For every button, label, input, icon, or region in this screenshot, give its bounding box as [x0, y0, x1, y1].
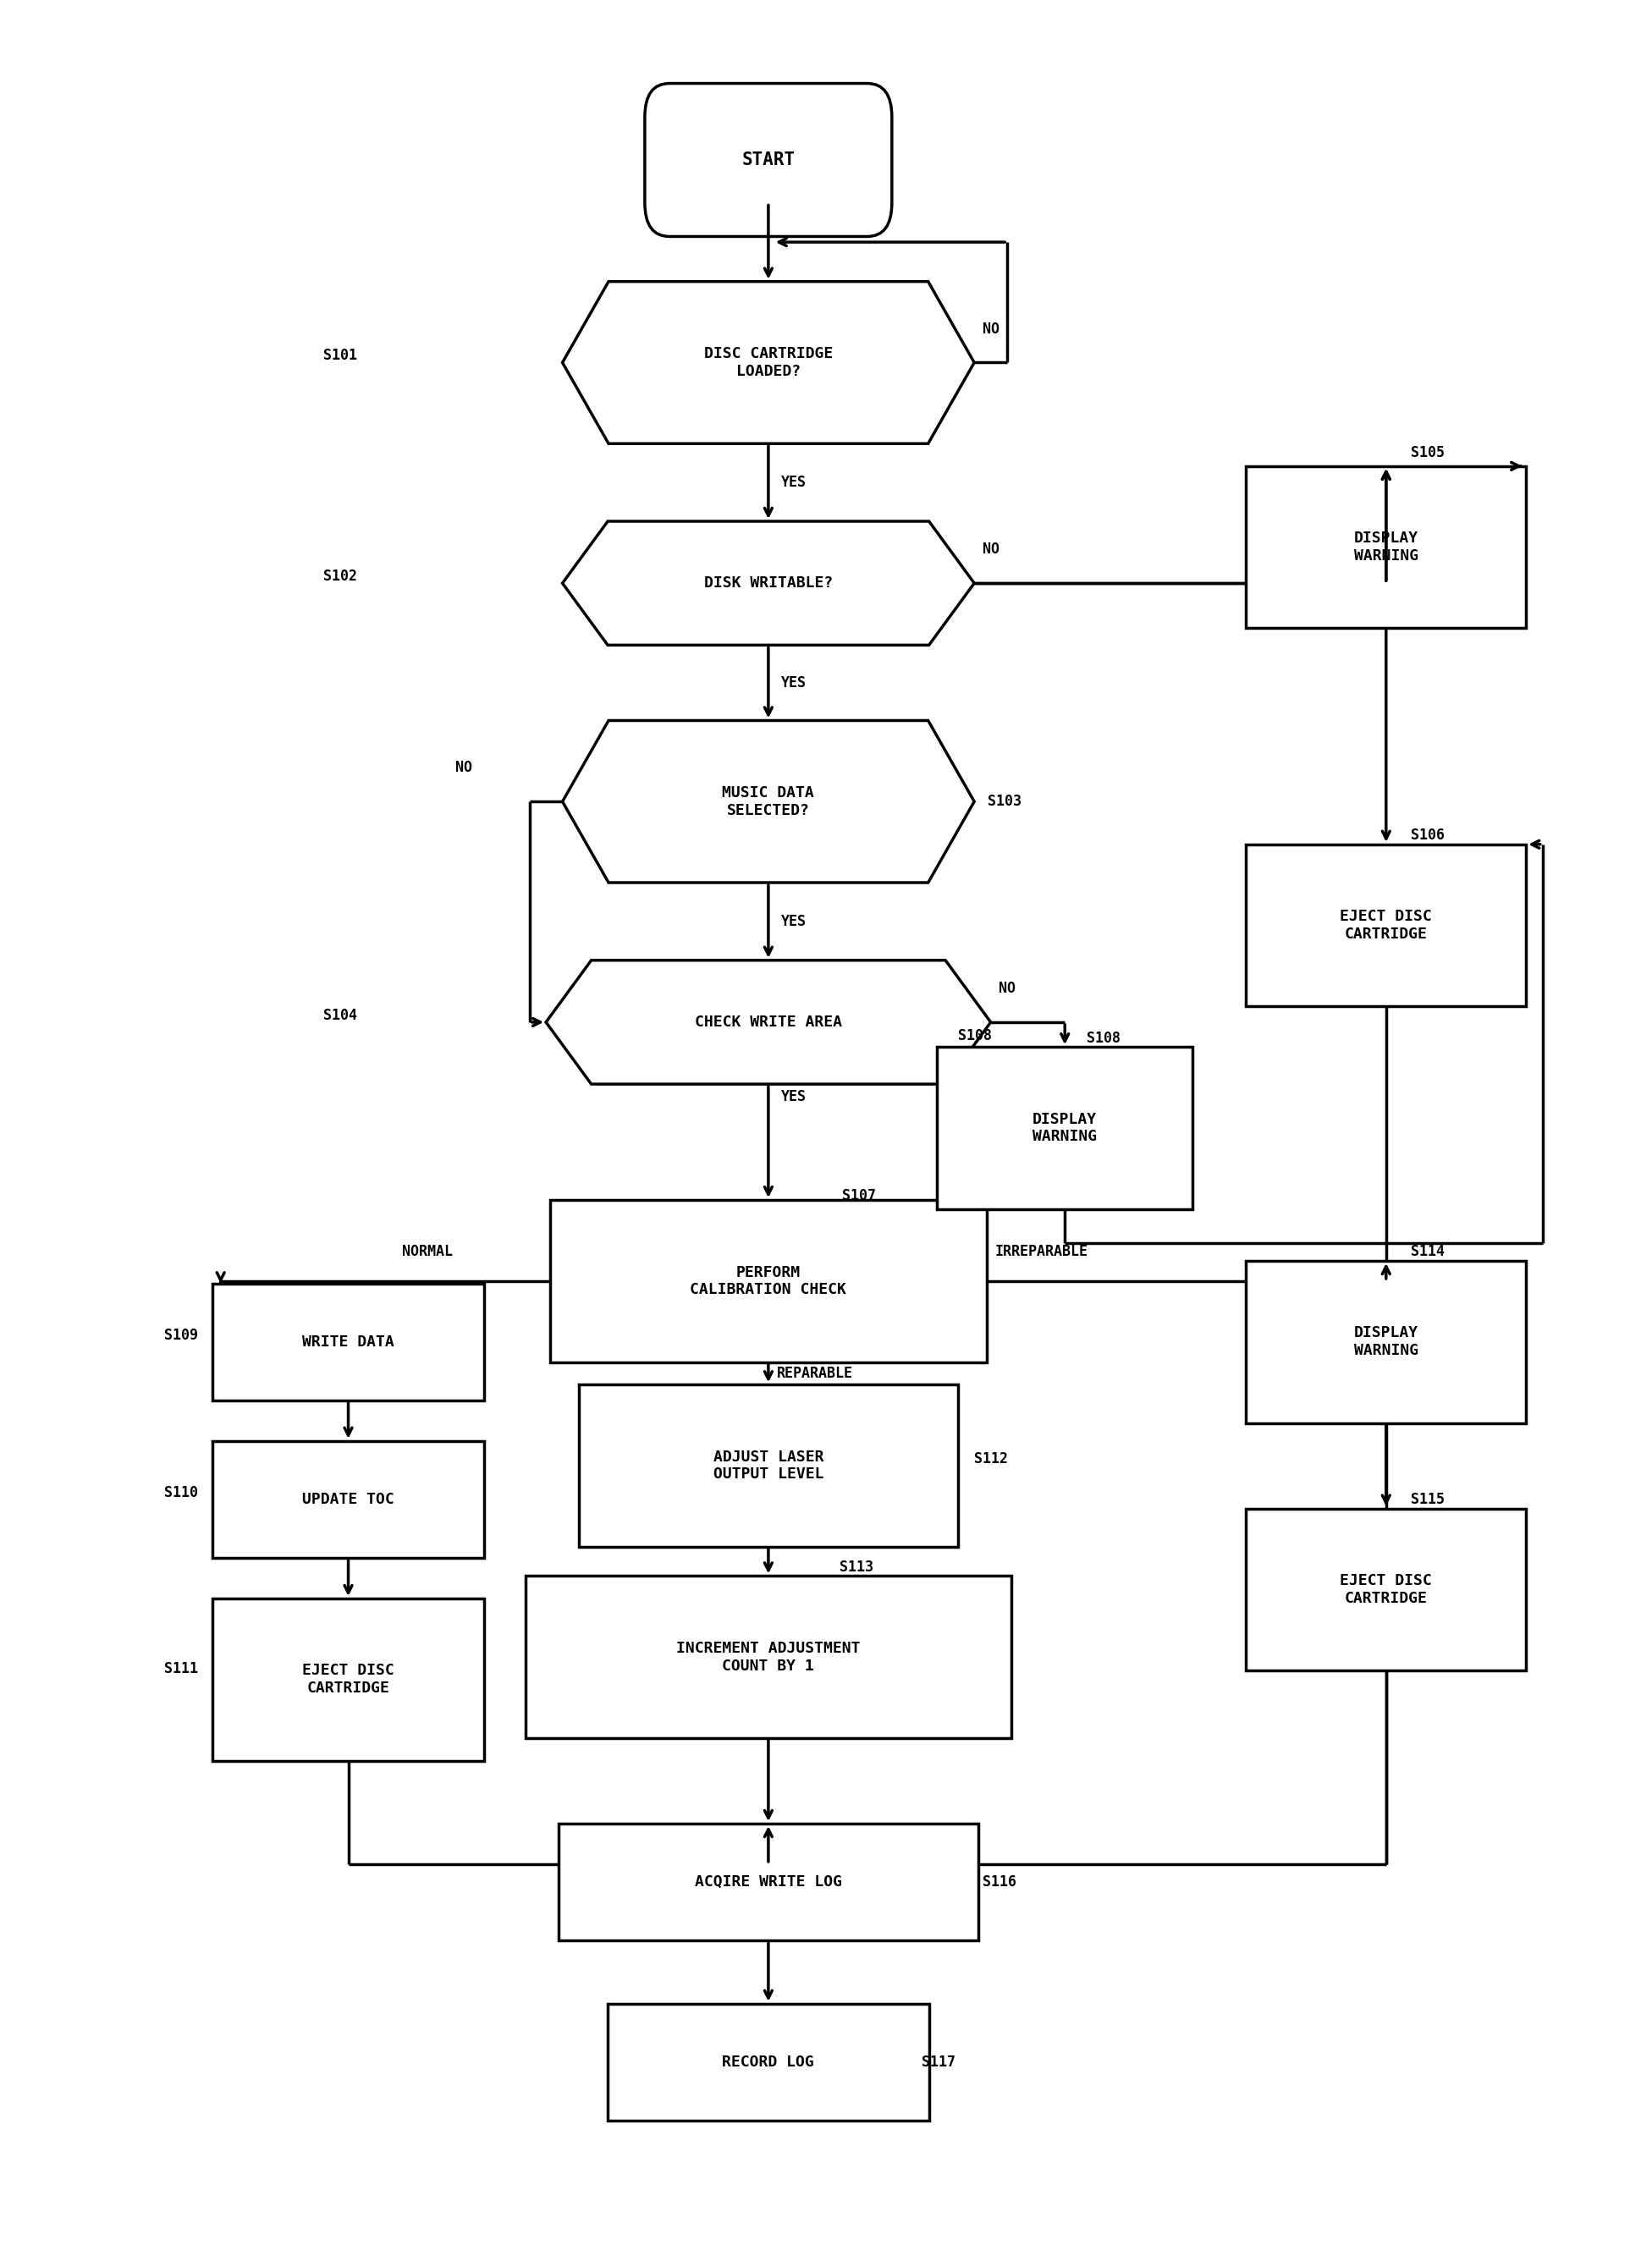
Bar [608, 2003, 928, 2121]
Text: NORMAL: NORMAL [401, 1245, 453, 1259]
Text: MUSIC DATA
SELECTED?: MUSIC DATA SELECTED? [722, 785, 814, 819]
Text: DISPLAY
WARNING: DISPLAY WARNING [1355, 530, 1419, 564]
Text: S103: S103 [988, 794, 1021, 810]
Text: EJECT DISC
CARTRIDGE: EJECT DISC CARTRIDGE [1340, 1572, 1432, 1606]
Text: S102: S102 [324, 569, 357, 584]
Text: IRREPARABLE: IRREPARABLE [995, 1245, 1089, 1259]
Text: WRITE DATA: WRITE DATA [302, 1333, 395, 1349]
Text: NO: NO [983, 541, 999, 557]
Bar [578, 1385, 958, 1548]
Text: S112: S112 [975, 1451, 1008, 1466]
Text: S111: S111 [164, 1660, 198, 1676]
Text: NO: NO [999, 981, 1016, 997]
Polygon shape [562, 282, 975, 444]
Text: S117: S117 [922, 2055, 955, 2071]
Text: ADJUST LASER
OUTPUT LEVEL: ADJUST LASER OUTPUT LEVEL [714, 1448, 824, 1482]
Bar [1246, 1261, 1526, 1424]
Text: START: START [742, 151, 795, 169]
Bar [213, 1600, 484, 1760]
Polygon shape [562, 720, 975, 882]
Text: S110: S110 [164, 1484, 198, 1500]
Text: S114: S114 [1411, 1245, 1444, 1259]
Text: YES: YES [781, 1090, 806, 1105]
Text: DISC CARTRIDGE
LOADED?: DISC CARTRIDGE LOADED? [704, 345, 833, 379]
Bar [550, 1200, 986, 1363]
Bar [1246, 1509, 1526, 1669]
Text: REPARABLE: REPARABLE [776, 1365, 852, 1381]
Bar [213, 1284, 484, 1401]
Text: CHECK WRITE AREA: CHECK WRITE AREA [695, 1015, 843, 1029]
Bar [213, 1442, 484, 1559]
Text: S113: S113 [839, 1559, 872, 1575]
Bar [1246, 844, 1526, 1006]
Text: UPDATE TOC: UPDATE TOC [302, 1491, 395, 1507]
Text: YES: YES [781, 474, 806, 490]
Text: S116: S116 [983, 1875, 1016, 1891]
Bar [1246, 467, 1526, 627]
FancyBboxPatch shape [644, 83, 892, 237]
Bar [937, 1047, 1193, 1209]
Text: S108: S108 [958, 1029, 991, 1042]
Text: S109: S109 [164, 1327, 198, 1342]
Text: PERFORM
CALIBRATION CHECK: PERFORM CALIBRATION CHECK [691, 1266, 846, 1297]
Text: DISPLAY
WARNING: DISPLAY WARNING [1355, 1327, 1419, 1358]
Text: DISK WRITABLE?: DISK WRITABLE? [704, 575, 833, 591]
Text: S104: S104 [324, 1008, 357, 1022]
Text: NO: NO [456, 760, 472, 776]
Text: DISPLAY
WARNING: DISPLAY WARNING [1032, 1112, 1097, 1144]
Text: S101: S101 [324, 347, 357, 363]
Text: YES: YES [781, 914, 806, 929]
Text: S115: S115 [1411, 1491, 1444, 1507]
Text: EJECT DISC
CARTRIDGE: EJECT DISC CARTRIDGE [302, 1663, 395, 1697]
Text: S106: S106 [1411, 828, 1444, 844]
Polygon shape [545, 961, 991, 1085]
Polygon shape [562, 521, 975, 645]
Text: NO: NO [983, 320, 999, 336]
Text: S108: S108 [1087, 1031, 1120, 1045]
Text: INCREMENT ADJUSTMENT
COUNT BY 1: INCREMENT ADJUSTMENT COUNT BY 1 [676, 1640, 861, 1674]
Text: ACQIRE WRITE LOG: ACQIRE WRITE LOG [695, 1875, 843, 1891]
Text: S105: S105 [1411, 444, 1444, 460]
Text: EJECT DISC
CARTRIDGE: EJECT DISC CARTRIDGE [1340, 909, 1432, 941]
Text: YES: YES [781, 675, 806, 690]
Text: RECORD LOG: RECORD LOG [722, 2055, 814, 2071]
Bar [558, 1823, 978, 1940]
Bar [525, 1577, 1011, 1737]
Text: S107: S107 [843, 1189, 876, 1202]
